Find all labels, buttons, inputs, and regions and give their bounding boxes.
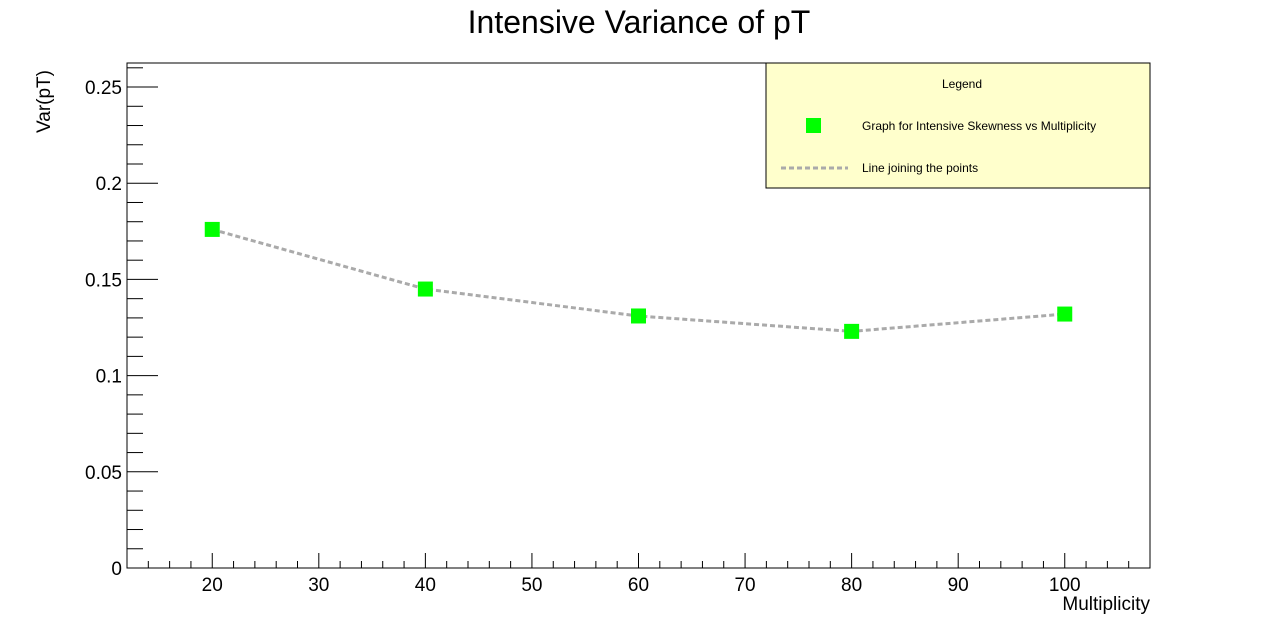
y-tick-label: 0.05 [85,463,122,484]
data-point [204,221,220,237]
y-axis-label: Var(pT) [34,70,55,133]
x-axis: 20 30 40 50 60 70 80 90 100 [147,553,1151,596]
chart-title: Intensive Variance of pT [468,4,811,40]
x-tick-label: 100 [1049,575,1081,596]
x-tick-label: 90 [948,575,969,596]
x-tick-label: 40 [415,575,436,596]
x-tick-label: 80 [841,575,862,596]
y-tick-label: 0 [111,559,122,580]
y-tick-label: 0.2 [96,174,122,195]
legend-marker-swatch [806,118,821,133]
series-group [204,221,1073,339]
y-tick-label: 0.25 [85,78,122,99]
x-axis-label: Multiplicity [1062,594,1150,615]
legend: Legend Graph for Intensive Skewness vs M… [765,62,1151,189]
data-point [1057,306,1073,322]
x-tick-label: 30 [308,575,329,596]
y-axis: 0 0.05 0.1 0.15 0.2 0.25 [85,67,158,580]
data-point [631,308,646,324]
y-tick-label: 0.1 [96,367,122,388]
x-tick-label: 70 [734,575,755,596]
data-point [417,281,433,297]
y-tick-label: 0.15 [85,270,122,291]
x-tick-label: 50 [521,575,542,596]
legend-title: Legend [942,77,982,91]
legend-entry-markers: Graph for Intensive Skewness vs Multipli… [862,119,1096,133]
x-tick-label: 60 [628,575,649,596]
data-point [844,323,860,339]
legend-entry-line: Line joining the points [862,161,978,175]
x-tick-label: 20 [202,575,223,596]
